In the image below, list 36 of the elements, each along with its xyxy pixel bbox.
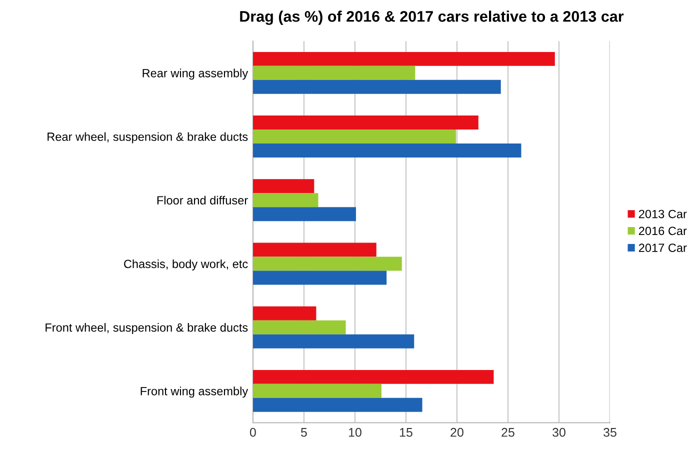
legend-label: 2013 Car — [638, 210, 687, 218]
y-tick-label: Floor and diffuser — [157, 196, 248, 205]
x-tick-label: 30 — [552, 428, 566, 437]
bar — [252, 270, 387, 285]
x-tick-label: 10 — [348, 428, 362, 437]
bar — [252, 334, 414, 348]
bar — [252, 116, 478, 130]
y-tick-label: Front wheel, suspension & brake ducts — [46, 323, 248, 334]
bar — [252, 66, 416, 80]
bar — [252, 193, 318, 208]
chart-title: Drag (as %) of 2016 & 2017 cars relative to a 2013 car — [240, 10, 624, 25]
y-tick-label: Rear wheel, suspension & brake ducts — [48, 132, 248, 144]
y-tick-label: Chassis, body work, etc — [124, 259, 248, 270]
bar — [252, 256, 402, 271]
x-tick-label: 20 — [450, 428, 464, 437]
legend-label: 2017 Car — [638, 244, 687, 252]
legend-label: 2016 Car — [638, 226, 687, 236]
bar — [252, 370, 494, 384]
x-tick-label: 15 — [400, 428, 412, 437]
bar — [252, 130, 456, 144]
x-tick-label: 0 — [250, 428, 256, 437]
bar — [252, 207, 356, 222]
bar — [252, 384, 382, 398]
bar — [252, 320, 346, 334]
bar — [252, 306, 316, 320]
bar — [252, 144, 522, 158]
y-tick-label: Front wing assembly — [140, 386, 248, 398]
bar — [252, 80, 501, 94]
bar — [252, 398, 422, 412]
y-tick-label: Rear wing assembly — [142, 68, 248, 80]
x-tick-label: 5 — [300, 428, 307, 437]
bar — [252, 52, 555, 66]
x-tick-label: 35 — [604, 428, 616, 437]
bar — [252, 179, 314, 194]
x-tick-label: 25 — [502, 428, 514, 437]
bar — [252, 242, 376, 257]
